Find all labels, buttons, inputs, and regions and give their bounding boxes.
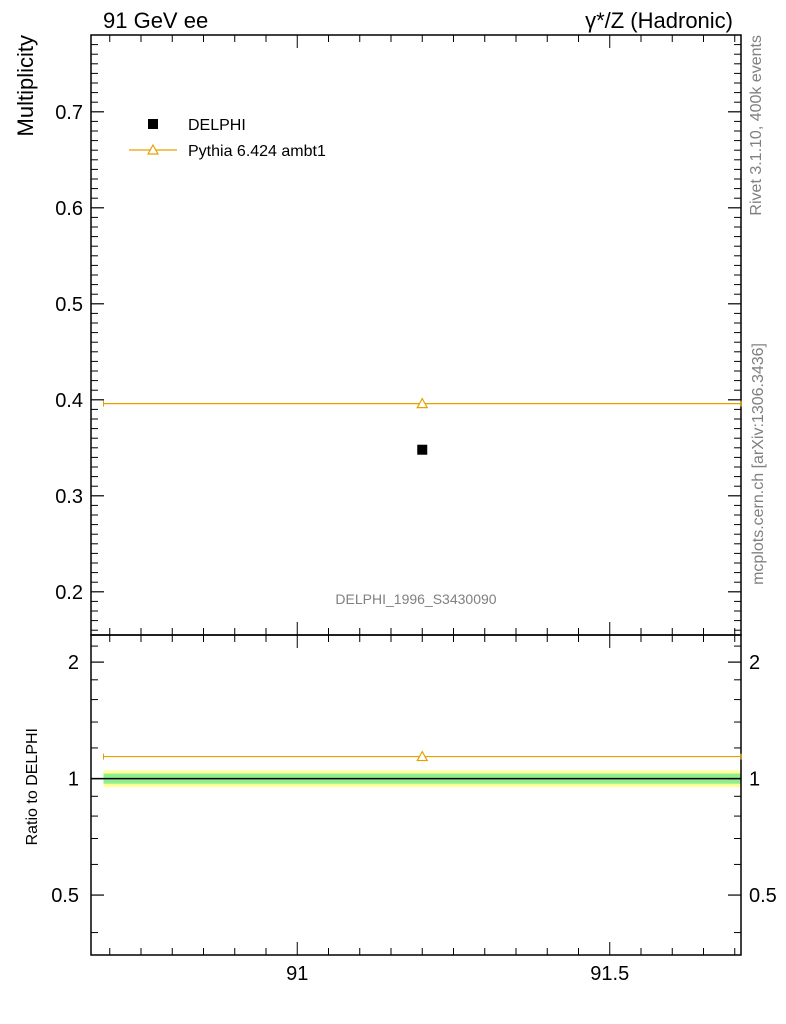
header-left-title: 91 GeV ee: [103, 8, 208, 33]
main-ytick-label: 0.5: [55, 294, 83, 316]
main-ytick-label: 0.7: [55, 102, 83, 124]
ratio-ytick-label-right: 1: [749, 769, 760, 791]
legend: DELPHI Pythia 6.424 ambt1: [129, 117, 326, 160]
delphi-point: [417, 444, 428, 455]
analysis-id-label: DELPHI_1996_S3430090: [335, 591, 496, 607]
ratio-ytick-label-right: 0.5: [749, 885, 777, 907]
main-ytick-label: 0.3: [55, 486, 83, 508]
ratio-ytick-label-left: 2: [68, 652, 79, 674]
rivet-version-label: Rivet 3.1.10, 400k events: [748, 35, 765, 216]
legend-delphi-marker: [148, 119, 158, 129]
ratio-ytick-label-right: 2: [749, 652, 760, 674]
header-right-title: γ*/Z (Hadronic): [585, 8, 733, 33]
ratio-ytick-label-left: 1: [68, 769, 79, 791]
ratio-plot-frame: [90, 634, 742, 956]
mcplots-label: mcplots.cern.ch [arXiv:1306.3436]: [750, 343, 767, 585]
legend-pythia-marker: [146, 143, 160, 155]
main-ytick-label: 0.2: [55, 582, 83, 604]
ratio-xtick-label: 91: [286, 963, 308, 985]
ratio-xtick-label: 91.5: [590, 963, 629, 985]
main-ylabel: Multiplicity: [13, 35, 38, 136]
ratio-pythia-point: [416, 750, 429, 762]
legend-pythia-label: Pythia 6.424 ambt1: [188, 143, 326, 160]
ratio-ylabel: Ratio to DELPHI: [24, 728, 41, 845]
legend-delphi-label: DELPHI: [188, 117, 246, 134]
main-ytick-label: 0.6: [55, 198, 83, 220]
pythia-point: [416, 397, 429, 409]
ratio-ytick-label-left: 0.5: [51, 885, 79, 907]
main-ytick-label: 0.4: [55, 390, 83, 412]
